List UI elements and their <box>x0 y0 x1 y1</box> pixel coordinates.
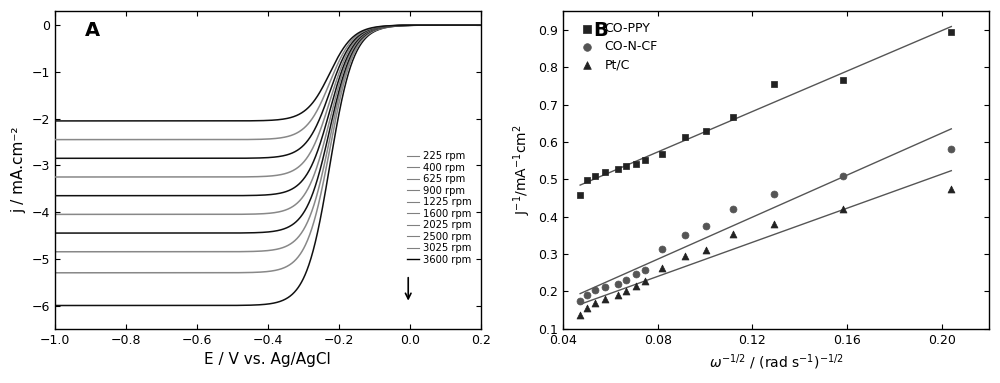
Pt/C <box>587 300 603 306</box>
CO-N-CF <box>579 292 595 298</box>
CO-N-CF <box>628 270 644 277</box>
CO-N-CF <box>725 206 741 212</box>
CO-PPY <box>654 151 670 157</box>
CO-N-CF <box>618 277 634 283</box>
CO-PPY <box>579 177 595 183</box>
Pt/C <box>618 288 634 295</box>
CO-PPY <box>618 163 634 169</box>
Pt/C <box>698 247 714 254</box>
CO-N-CF <box>597 284 613 290</box>
CO-N-CF <box>572 298 588 304</box>
CO-PPY <box>587 172 603 178</box>
CO-PPY <box>677 134 693 140</box>
Pt/C <box>943 186 959 192</box>
Pt/C <box>725 231 741 237</box>
CO-N-CF <box>637 267 653 273</box>
CO-N-CF <box>677 232 693 239</box>
CO-N-CF <box>654 246 670 252</box>
Text: A: A <box>85 21 100 40</box>
CO-PPY <box>698 128 714 134</box>
Legend: 225 rpm, 400 rpm, 625 rpm, 900 rpm, 1225 rpm, 1600 rpm, 2025 rpm, 2500 rpm, 3025: 225 rpm, 400 rpm, 625 rpm, 900 rpm, 1225… <box>403 147 476 269</box>
Pt/C <box>637 278 653 284</box>
Pt/C <box>572 312 588 318</box>
Pt/C <box>628 283 644 289</box>
Pt/C <box>610 292 626 298</box>
CO-N-CF <box>766 190 782 196</box>
CO-PPY <box>610 166 626 172</box>
CO-N-CF <box>610 281 626 287</box>
CO-PPY <box>628 160 644 167</box>
CO-PPY <box>637 157 653 163</box>
X-axis label: $\omega^{-1/2}$ / (rad s$^{-1}$)$^{-1/2}$: $\omega^{-1/2}$ / (rad s$^{-1}$)$^{-1/2}… <box>709 352 843 372</box>
CO-N-CF <box>587 286 603 293</box>
Text: B: B <box>593 21 608 40</box>
CO-PPY <box>835 77 851 83</box>
Pt/C <box>766 221 782 227</box>
CO-PPY <box>725 114 741 120</box>
CO-PPY <box>766 81 782 87</box>
CO-N-CF <box>943 146 959 152</box>
CO-PPY <box>943 29 959 35</box>
Y-axis label: J$^{-1}$/mA$^{-1}$cm$^2$: J$^{-1}$/mA$^{-1}$cm$^2$ <box>511 124 533 215</box>
CO-PPY <box>597 169 613 175</box>
Y-axis label: j / mA.cm⁻²: j / mA.cm⁻² <box>11 127 26 213</box>
Legend: CO-PPY, CO-N-CF, Pt/C: CO-PPY, CO-N-CF, Pt/C <box>570 17 663 76</box>
Pt/C <box>597 296 613 302</box>
Pt/C <box>835 206 851 212</box>
CO-PPY <box>572 192 588 198</box>
Pt/C <box>677 253 693 259</box>
CO-N-CF <box>698 223 714 229</box>
Pt/C <box>654 265 670 271</box>
Pt/C <box>579 305 595 311</box>
X-axis label: E / V vs. Ag/AgCl: E / V vs. Ag/AgCl <box>204 352 331 367</box>
CO-N-CF <box>835 172 851 178</box>
